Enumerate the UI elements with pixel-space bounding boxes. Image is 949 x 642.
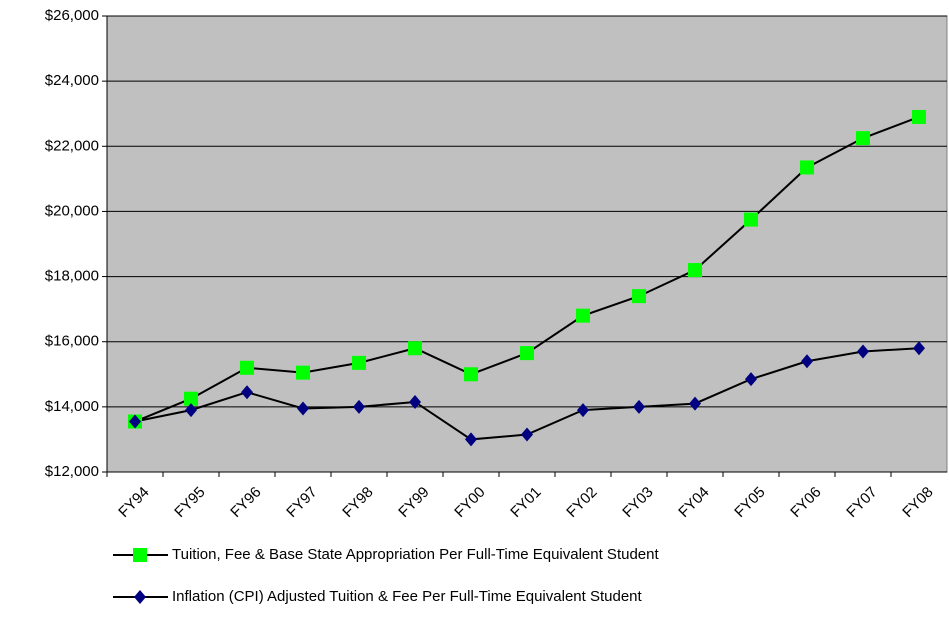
marker [241, 385, 253, 400]
y-tick-label: $14,000 [45, 398, 99, 415]
legend-marker [134, 590, 146, 604]
y-tick-label: $16,000 [45, 333, 99, 350]
marker [633, 399, 645, 414]
marker [744, 212, 758, 227]
x-tick-label: FY05 [731, 484, 768, 521]
marker [184, 391, 198, 406]
marker [576, 308, 590, 323]
x-tick-label: FY02 [563, 484, 600, 521]
legend-label: Tuition, Fee & Base State Appropriation … [172, 546, 659, 563]
x-tick-label: FY01 [507, 484, 544, 521]
marker [353, 399, 365, 414]
marker [632, 289, 646, 304]
x-tick-label: FY07 [843, 484, 880, 521]
marker [297, 401, 309, 416]
marker [408, 341, 422, 356]
x-tick-label: FY03 [619, 484, 656, 521]
marker [912, 109, 926, 124]
plot-area [106, 15, 948, 473]
y-tick-label: $20,000 [45, 202, 99, 219]
marker [185, 403, 197, 418]
marker [745, 372, 757, 387]
x-tick-label: FY00 [451, 484, 488, 521]
marker [521, 427, 533, 442]
marker [520, 346, 534, 361]
marker [857, 344, 869, 359]
marker [409, 394, 421, 409]
marker [465, 432, 477, 447]
marker [688, 263, 702, 278]
y-tick-label: $18,000 [45, 268, 99, 285]
x-tick-label: FY99 [395, 484, 432, 521]
y-tick-label: $12,000 [45, 463, 99, 480]
legend-marker [133, 548, 147, 562]
y-tick-label: $26,000 [45, 7, 99, 24]
y-tick-label: $24,000 [45, 72, 99, 89]
marker [856, 131, 870, 146]
marker [577, 403, 589, 418]
marker [464, 367, 478, 382]
x-tick-label: FY04 [675, 484, 712, 521]
marker [801, 354, 813, 369]
x-tick-label: FY06 [787, 484, 824, 521]
x-tick-label: FY08 [899, 484, 936, 521]
x-tick-label: FY96 [227, 484, 264, 521]
x-tick-label: FY97 [283, 484, 320, 521]
marker [129, 414, 141, 429]
marker [689, 396, 701, 411]
marker [296, 365, 310, 380]
x-tick-label: FY94 [115, 484, 152, 521]
x-tick-label: FY95 [171, 484, 208, 521]
y-tick-label: $22,000 [45, 137, 99, 154]
marker [240, 360, 254, 375]
marker [913, 341, 925, 356]
marker [352, 355, 366, 370]
marker [800, 160, 814, 175]
legend-label: Inflation (CPI) Adjusted Tuition & Fee P… [172, 588, 643, 605]
x-tick-label: FY98 [339, 484, 376, 521]
